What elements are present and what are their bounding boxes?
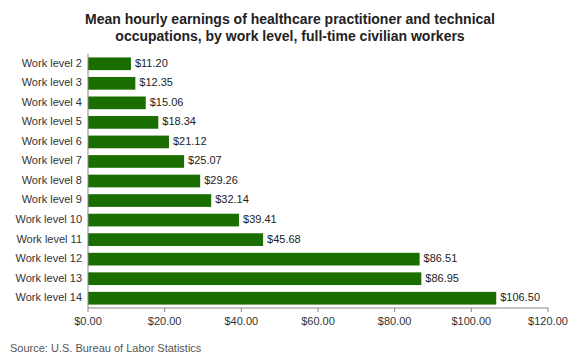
bar [88,292,496,305]
x-tick-label: $80.00 [378,315,412,327]
bar [88,116,158,129]
x-tick [241,308,242,312]
x-tick-label: $0.00 [74,315,102,327]
x-tick-label: $20.00 [148,315,182,327]
x-tick [548,308,549,312]
y-axis-line [88,54,89,308]
y-tick-label: Work level 11 [16,233,82,245]
y-tick-label: Work level 7 [22,154,82,166]
y-tick-label: Work level 10 [16,213,82,225]
bar [88,175,200,188]
title: Mean hourly earnings of healthcare pract… [85,11,495,44]
bars [88,57,496,304]
data-label: $15.06 [150,96,184,108]
x-tick-label: $120.00 [528,315,568,327]
y-tick-label: Work level 2 [22,57,82,69]
data-label: $32.14 [215,193,249,205]
chart: Mean hourly earnings of healthcare pract… [0,0,580,360]
data-label: $29.26 [204,174,238,186]
x-tick [164,308,165,312]
data-label: $12.35 [139,76,173,88]
y-tick-label: Work level 9 [22,193,82,205]
bar [88,214,239,227]
bar [88,77,135,90]
x-tick-label: $60.00 [301,315,335,327]
bar [88,155,184,168]
x-tick [471,308,472,312]
y-tick-label: Work level 8 [22,174,82,186]
x-tick [88,308,89,312]
data-label: $25.07 [188,154,222,166]
bar [88,253,420,266]
data-label: $18.34 [162,115,196,127]
data-label: $39.41 [243,213,277,225]
bar [88,96,146,109]
y-tick-label: Work level 3 [22,76,82,88]
source: Source: U.S. Bureau of Labor Statistics [10,342,202,354]
bar [88,57,131,70]
bar [88,136,169,149]
data-label: $45.68 [267,233,301,245]
y-tick-label: Work level 6 [22,135,82,147]
x-tick-label: $100.00 [451,315,491,327]
x-tick [394,308,395,312]
y-tick-label: Work level 4 [22,96,82,108]
bar [88,194,211,207]
x-tick [318,308,319,312]
data-label: $21.12 [173,135,207,147]
data-label: $86.51 [424,252,458,264]
y-tick-label: Work level 13 [16,272,82,284]
x-tick-label: $40.00 [225,315,259,327]
data-label: $86.95 [425,272,459,284]
bar [88,233,263,246]
y-tick-label: Work level 5 [22,115,82,127]
data-label: $11.20 [135,57,168,69]
y-tick-label: Work level 14 [16,291,82,303]
bar [88,272,421,285]
y-tick-label: Work level 12 [16,252,82,264]
data-label: $106.50 [500,291,540,303]
